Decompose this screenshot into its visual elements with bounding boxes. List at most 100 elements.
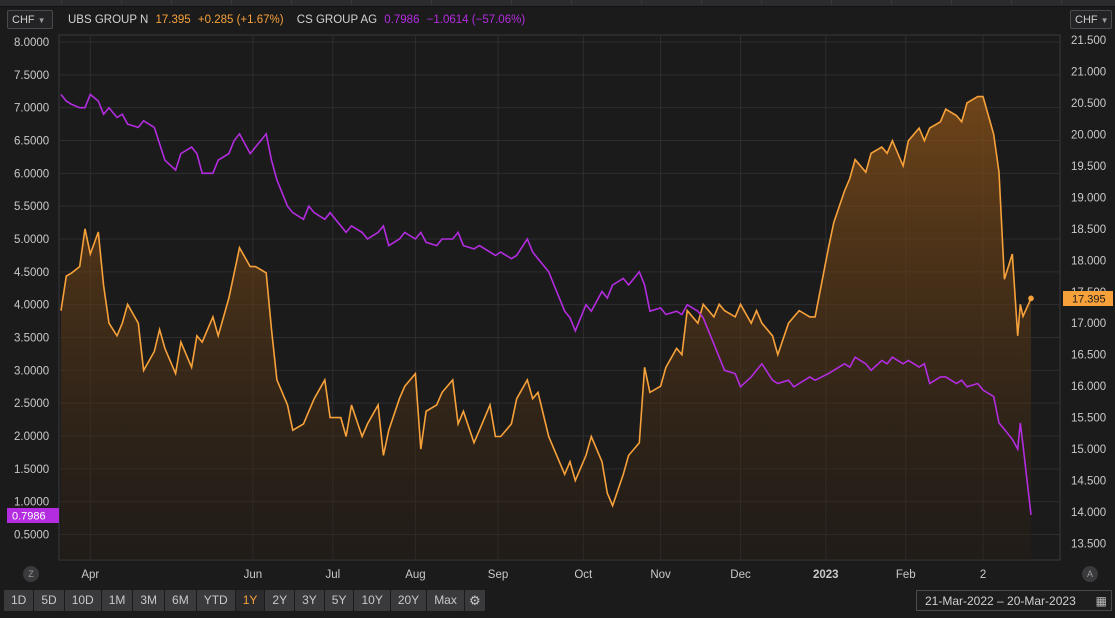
- legend-ubs-value: 17.395: [155, 14, 191, 26]
- tab-divider: [890, 0, 892, 4]
- tab-divider: [350, 0, 352, 4]
- range-button-1m[interactable]: 1M: [101, 590, 133, 611]
- chevron-down-icon: ▼: [1100, 16, 1109, 25]
- y-left-tick-label: 6.0000: [14, 168, 49, 180]
- y-left-tick-label: 8.0000: [14, 37, 49, 49]
- x-tick-label: Feb: [896, 569, 916, 581]
- tab-divider: [230, 0, 232, 4]
- right-currency-label: CHF: [1075, 14, 1098, 26]
- chart-legend: UBS GROUP N 17.395 +0.285 (+1.67%) CS GR…: [68, 14, 529, 26]
- x-tick-label: 2: [980, 569, 986, 581]
- y-left-tick-label: 0.5000: [14, 530, 49, 542]
- ubs-last-point: [1028, 295, 1034, 302]
- x-tick-label: Dec: [730, 569, 751, 581]
- y-right-tick-label: 19.500: [1071, 161, 1106, 173]
- tab-divider: [640, 0, 642, 4]
- y-right-tick-label: 21.000: [1071, 66, 1106, 78]
- range-button-max[interactable]: Max: [427, 590, 464, 611]
- y-right-tick-label: 16.000: [1071, 381, 1106, 393]
- y-left-tick-label: 7.5000: [14, 70, 49, 82]
- y-left-tick-label: 7.0000: [14, 103, 49, 115]
- ubs-series-line[interactable]: [60, 95, 1032, 508]
- y-right-tick-label: 20.500: [1071, 98, 1106, 110]
- range-button-2y[interactable]: 2Y: [265, 590, 295, 611]
- range-button-10d[interactable]: 10D: [64, 590, 101, 611]
- x-tick-label: Sep: [488, 569, 508, 581]
- range-button-5d[interactable]: 5D: [34, 590, 64, 611]
- x-axis: Apr Jun Jul Aug Sep Oct Nov Dec 2023 Feb 2: [81, 569, 986, 581]
- ubs-area: [61, 96, 1031, 560]
- y-right-tick-label: 13.500: [1071, 539, 1106, 551]
- y-left-tick-label: 4.0000: [14, 300, 49, 312]
- y-right-tick-label: 15.000: [1071, 444, 1106, 456]
- y-left-tick-label: 2.0000: [14, 431, 49, 443]
- x-tick-label: Nov: [650, 569, 671, 581]
- tab-divider: [510, 0, 512, 4]
- right-y-axis: 21.500 21.000 20.500 20.000 19.500 19.000 18.5…: [1071, 35, 1106, 551]
- tab-divider: [1060, 0, 1062, 4]
- x-tick-label: 2023: [813, 569, 839, 581]
- y-left-tick-label: 3.0000: [14, 365, 49, 377]
- tab-divider: [570, 0, 572, 4]
- date-range-input[interactable]: 21-Mar-2022 – 20-Mar-2023 ▦: [916, 590, 1112, 611]
- chevron-down-icon: ▼: [37, 16, 46, 25]
- left-y-axis: 8.0000 7.5000 7.0000 6.5000 6.0000 5.5000 5.00…: [14, 37, 49, 542]
- tab-divider: [1010, 0, 1012, 4]
- date-range-text: 21-Mar-2022 – 20-Mar-2023: [925, 594, 1076, 608]
- y-right-tick-label: 21.500: [1071, 35, 1106, 47]
- x-tick-label: Aug: [405, 569, 425, 581]
- tab-divider: [430, 0, 432, 4]
- legend-cs-value: 0.7986: [384, 14, 420, 26]
- auto-scale-button[interactable]: A: [1082, 566, 1098, 582]
- right-last-value-badge: 17.395: [1063, 291, 1113, 306]
- range-button-1d[interactable]: 1D: [4, 590, 34, 611]
- y-left-tick-label: 3.5000: [14, 333, 49, 345]
- tab-divider: [290, 0, 292, 4]
- tab-divider: [830, 0, 832, 4]
- range-button-6m[interactable]: 6M: [165, 590, 196, 611]
- price-chart[interactable]: 8.0000 7.5000 7.0000 6.5000 6.0000 5.5000 5.00…: [0, 0, 1115, 585]
- tab-divider: [60, 0, 62, 4]
- y-right-tick-label: 18.000: [1071, 255, 1106, 267]
- x-tick-label: Jun: [244, 569, 263, 581]
- range-button-ytd[interactable]: YTD: [196, 590, 235, 611]
- legend-ubs-name[interactable]: UBS GROUP N: [68, 14, 149, 26]
- range-toolbar: 1D 5D 10D 1M 3M 6M YTD 1Y 2Y 3Y 5Y 10Y 20Y Max ⚙: [4, 590, 485, 611]
- range-button-10y[interactable]: 10Y: [354, 590, 390, 611]
- left-currency-label: CHF: [12, 14, 35, 26]
- left-currency-select[interactable]: CHF ▼: [7, 10, 53, 29]
- y-left-tick-label: 5.0000: [14, 234, 49, 246]
- range-button-20y[interactable]: 20Y: [390, 590, 427, 611]
- y-right-tick-label: 14.000: [1071, 507, 1106, 519]
- y-right-tick-label: 17.000: [1071, 318, 1106, 330]
- y-left-tick-label: 4.5000: [14, 267, 49, 279]
- y-right-tick-label: 15.500: [1071, 413, 1106, 425]
- window-top-strip: [0, 0, 1115, 7]
- cs-series-line[interactable]: [60, 93, 1032, 515]
- range-button-1y[interactable]: 1Y: [235, 590, 265, 611]
- x-tick-label: Oct: [574, 569, 593, 581]
- calendar-icon[interactable]: ▦: [1095, 594, 1107, 608]
- y-right-tick-label: 14.500: [1071, 476, 1106, 488]
- range-button-3m[interactable]: 3M: [133, 590, 165, 611]
- gear-icon[interactable]: ⚙: [464, 590, 485, 611]
- range-button-3y[interactable]: 3Y: [295, 590, 324, 611]
- y-right-tick-label: 16.500: [1071, 350, 1106, 362]
- tab-divider: [120, 0, 122, 4]
- zoom-left-button[interactable]: Z: [23, 566, 39, 582]
- tab-divider: [170, 0, 172, 4]
- x-tick-label: Jul: [325, 569, 340, 581]
- y-left-tick-label: 5.5000: [14, 201, 49, 213]
- right-currency-select[interactable]: CHF ▼: [1070, 10, 1112, 29]
- y-right-tick-label: 19.000: [1071, 192, 1106, 204]
- tab-divider: [760, 0, 762, 4]
- legend-cs-name[interactable]: CS GROUP AG: [296, 14, 378, 26]
- range-button-5y[interactable]: 5Y: [324, 590, 354, 611]
- y-left-tick-label: 1.0000: [14, 497, 49, 509]
- tab-divider: [950, 0, 952, 4]
- right-badge-value: 17.395: [1072, 294, 1106, 306]
- y-right-tick-label: 18.500: [1071, 224, 1106, 236]
- y-left-tick-label: 2.5000: [14, 398, 49, 410]
- legend-ubs-change: +0.285 (+1.67%): [197, 14, 284, 26]
- y-right-tick-label: 20.000: [1071, 129, 1106, 141]
